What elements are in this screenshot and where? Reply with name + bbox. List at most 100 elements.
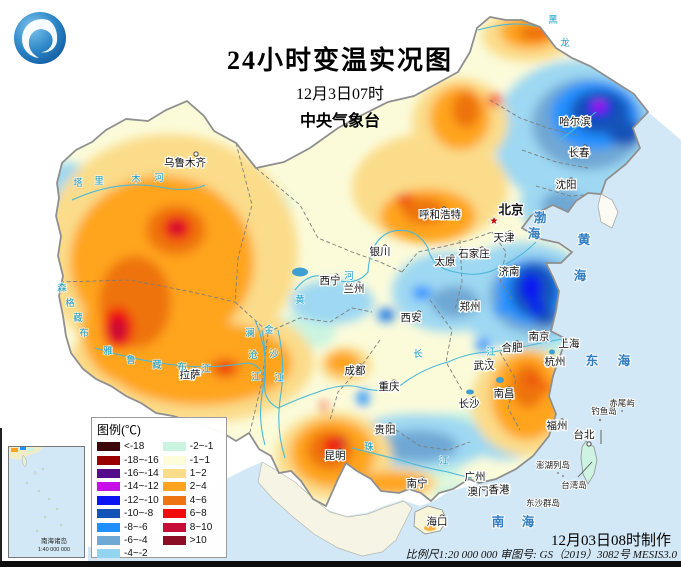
sea-label-char: 渤 [534, 210, 547, 225]
bottom-bar [0, 561, 681, 567]
city-label: 南昌 [494, 387, 515, 400]
river-label-char: 里 [94, 176, 104, 187]
sea-label-char: 海 [528, 226, 541, 241]
made-time: 12月03日08时制作 [550, 533, 671, 549]
river-label-char: 江 [439, 456, 449, 467]
legend-row: -10~-8 [97, 507, 159, 520]
legend-label: -14~-12 [124, 481, 159, 493]
city-dot [441, 206, 447, 212]
legend-label: -2~-1 [189, 441, 214, 453]
city-label: 上海 [559, 337, 580, 350]
city-label: 呼和浩特 [419, 209, 461, 221]
sea-label-char: 南 [492, 514, 505, 529]
river-label-char: 布 [177, 361, 187, 373]
legend-row: 8~10 [162, 520, 214, 533]
city-label: 台北 [574, 428, 595, 441]
legend-label: 8~10 [189, 521, 213, 533]
legend-row: 6~8 [162, 507, 214, 520]
legend-row: 1~2 [162, 467, 214, 480]
city-label: 西宁 [320, 274, 341, 287]
legend-swatch [97, 468, 120, 478]
river-label-char: 长 [413, 348, 423, 360]
city-dot [471, 396, 477, 402]
city-dot [333, 273, 339, 279]
river-label-char: 雅 [103, 345, 113, 357]
city-label: 南宁 [407, 477, 428, 490]
scale-review-line: 比例尺1:20 000 000 审图号: GS（2019）3082号 MESIS… [405, 549, 677, 561]
title-block: 24小时变温实况图 12月3日07时 中央气象台 [175, 40, 505, 131]
legend-swatch [97, 442, 120, 452]
korea-land [597, 193, 619, 229]
legend-swatch [97, 535, 120, 545]
city-dot [586, 441, 592, 447]
legend: 图例(℃) <-18 -18~-16 -16~-14 -14~-12 -12~-10 -1… [91, 417, 227, 561]
city-label: 郑州 [460, 300, 481, 313]
capital-star-icon: ★ [490, 216, 499, 227]
island-label: 澎湖列岛 [536, 460, 570, 470]
city-label: 合肥 [502, 341, 523, 354]
city-label: 石家庄 [458, 247, 490, 260]
city-label: 长春 [569, 147, 590, 159]
city-dot [583, 114, 589, 120]
city-dot [559, 418, 565, 424]
sea-label-char: 海 [574, 268, 587, 283]
island-label: 赤尾屿 [609, 398, 635, 408]
city-label: 香港 [489, 484, 510, 496]
legend-title: 图例(℃) [97, 423, 141, 437]
city-label: 重庆 [379, 380, 400, 393]
island-marks [557, 410, 623, 477]
city-dot [357, 363, 363, 369]
river-label-char: 鲁 [126, 354, 136, 366]
legend-swatch [162, 495, 186, 505]
city-dot [481, 485, 487, 491]
city-label: 福州 [547, 419, 568, 432]
left-edge-bar [0, 428, 2, 561]
city-label: 广州 [465, 471, 486, 483]
sea-area [88, 112, 681, 561]
legend-row: 4~6 [162, 494, 214, 507]
river-label-char: 江 [274, 373, 284, 384]
city-dot [387, 422, 393, 428]
inset-scale: 1:40 000 000 [38, 547, 70, 553]
city-dot [193, 151, 199, 157]
river-label-char: 森 [57, 282, 67, 294]
island-label: 钓鱼岛 [591, 406, 617, 416]
river-label-char: 澜 [245, 328, 255, 339]
city-label: 西安 [401, 311, 422, 324]
legend-swatch [97, 549, 120, 559]
river-label-char: 龙 [560, 37, 570, 49]
island-label: 东沙群岛 [526, 498, 560, 508]
page-title: 24小时变温实况图 [226, 46, 453, 75]
city-label: 海口 [427, 515, 448, 528]
city-label: 长沙 [459, 398, 480, 410]
river-label-char: 江 [486, 347, 496, 358]
legend-label: -6~-4 [124, 534, 148, 546]
city-label: 乌鲁木齐 [164, 156, 206, 169]
legend-label: -12~-10 [124, 494, 159, 506]
legend-label: <-18 [124, 441, 145, 453]
legend-row: -14~-12 [97, 480, 159, 493]
city-dot [541, 329, 547, 335]
legend-column-1: <-18 -18~-16 -16~-14 -14~-12 -12~-10 -10~-8 -8… [97, 440, 159, 561]
legend-swatch [97, 455, 120, 465]
river-label-char: 江 [251, 372, 261, 383]
inset-title: 南海诸岛 [41, 536, 67, 545]
city-dot [382, 244, 388, 250]
legend-swatch [162, 522, 186, 532]
legend-row: -8~-6 [97, 520, 159, 533]
legend-swatch [162, 509, 186, 519]
province-borders [59, 99, 601, 451]
legend-swatch [97, 522, 120, 532]
city-dot [473, 299, 479, 305]
legend-row: -18~-16 [97, 453, 159, 466]
cma-logo [12, 10, 68, 66]
legend-label: -16~-14 [124, 467, 159, 479]
sea-label-char: 海 [618, 353, 631, 368]
hainan-warm-spot [424, 525, 436, 531]
river-label-char: 藏 [152, 359, 162, 371]
river-label-char: 黑 [548, 15, 558, 26]
legend-label: 1~2 [189, 467, 207, 479]
inset-islands [25, 467, 63, 533]
river-label-char: 河 [154, 172, 164, 184]
